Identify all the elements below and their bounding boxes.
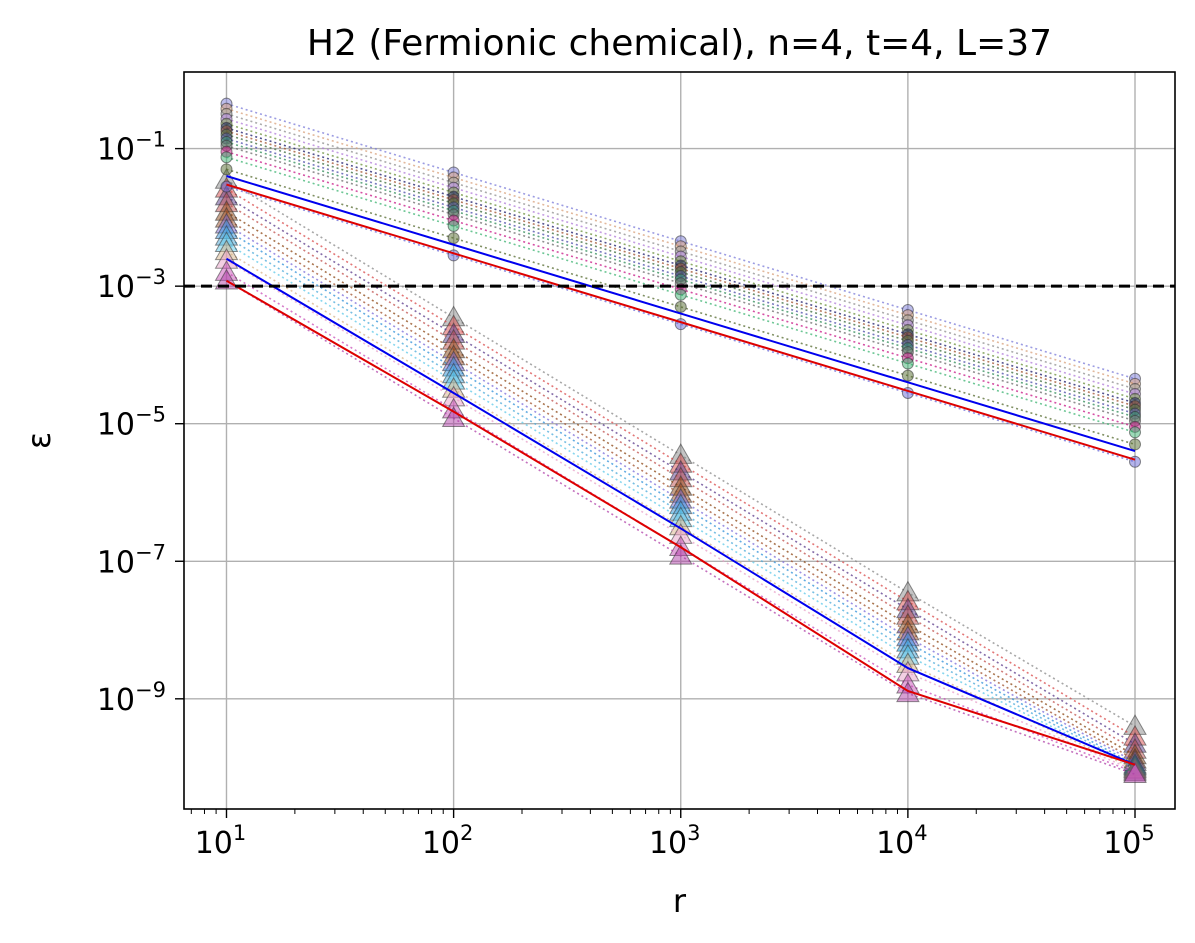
series-line [226,130,1136,407]
x-tick-label: 105 [1103,821,1155,861]
series-line [226,133,1136,411]
data-point [668,543,693,565]
reference-line [226,175,1136,453]
data-point [674,300,687,313]
circle-series-13 [220,163,1142,451]
series-line [226,150,1136,428]
series-line [226,127,1136,404]
series-layer [214,97,1147,784]
data-point [1129,438,1142,451]
series-line [226,144,1136,422]
series-line [226,122,1136,400]
y-tick-label: 10−5 [97,403,166,443]
reference-line [225,279,1136,766]
y-tick-label: 10−1 [97,128,166,168]
tick-layer: 101 102 103 104 105 10−1 10−3 10−5 10−7 10−9 [97,128,1155,861]
series-line [226,102,1136,380]
data-point [447,219,460,232]
x-tick-label: 101 [195,821,247,861]
x-tick-label: 104 [876,821,928,861]
series-line [226,113,1136,390]
grid-layer [184,72,1175,809]
series-line [226,168,1136,446]
series-line [226,185,1136,463]
series-line [226,156,1136,434]
x-tick-label: 102 [422,821,474,861]
chart-title: H2 (Fermionic chemical), n=4, t=4, L=37 [307,23,1052,64]
series-line [226,137,1136,415]
plot-frame [183,71,1176,810]
y-tick-label: 10−3 [97,265,166,305]
series-line [226,118,1136,395]
x-tick-label: 103 [649,821,701,861]
y-tick-label: 10−9 [97,678,166,718]
data-point [441,406,466,428]
reference-line [226,183,1136,461]
y-tick-label: 10−7 [97,540,166,580]
reference-line [225,257,1136,766]
reference-layer [225,175,1136,766]
data-point [674,288,687,301]
series-line [226,141,1136,418]
data-point [447,232,460,245]
y-axis-label: ε [20,432,58,449]
data-point [1123,762,1147,784]
circle-series-12 [220,151,1142,439]
data-point [220,151,233,164]
x-axis-label: r [673,882,687,920]
data-point [1129,426,1142,439]
data-point [901,357,914,370]
triangle-series-13 [214,268,1147,784]
data-point [220,163,233,176]
data-point [901,369,914,382]
series-line [226,107,1136,385]
